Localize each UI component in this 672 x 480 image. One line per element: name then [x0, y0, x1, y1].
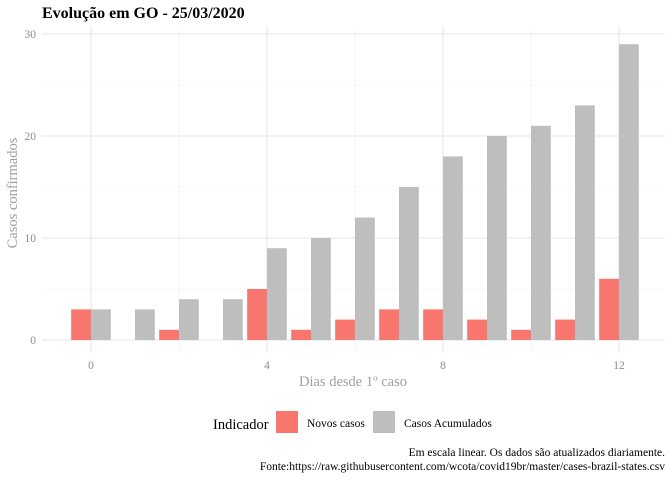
- x-tick-label: 12: [613, 360, 625, 372]
- bar-casos-acumulados: [267, 248, 287, 340]
- bar-casos-acumulados: [135, 309, 155, 340]
- bar-casos-acumulados: [619, 44, 639, 340]
- y-tick-label: 10: [25, 233, 37, 245]
- bar-casos-acumulados: [487, 136, 507, 340]
- legend-title: Indicador: [213, 417, 269, 433]
- bar-casos-acumulados: [399, 187, 419, 340]
- x-axis-ticks: 0 4 8 12: [88, 360, 625, 372]
- legend-swatch-novos-casos: [276, 411, 298, 433]
- y-tick-label: 20: [25, 131, 37, 143]
- bar-novos-casos: [555, 319, 575, 340]
- bar-casos-acumulados: [91, 309, 111, 340]
- bar-novos-casos: [71, 309, 91, 340]
- bar-novos-casos: [335, 319, 355, 340]
- grid: [42, 26, 665, 352]
- bar-novos-casos: [467, 319, 487, 340]
- bar-casos-acumulados: [355, 217, 375, 340]
- bar-casos-acumulados: [223, 299, 243, 340]
- bars: [71, 44, 639, 341]
- y-axis-ticks: 0 10 20 30: [25, 29, 37, 347]
- bar-novos-casos: [291, 329, 311, 340]
- legend: Indicador Novos casos Casos Acumulados: [213, 411, 492, 433]
- y-axis-title: Casos confirmados: [5, 137, 21, 248]
- y-tick-label: 0: [30, 335, 36, 347]
- bar-novos-casos: [599, 278, 619, 340]
- caption-line-2: Fonte:https://raw.githubusercontent.com/…: [260, 461, 665, 473]
- bar-casos-acumulados: [575, 105, 595, 341]
- bar-novos-casos: [379, 309, 399, 340]
- legend-label-casos-acumulados: Casos Acumulados: [404, 418, 492, 430]
- x-axis-title: Dias desde 1º caso: [299, 374, 407, 390]
- x-tick-label: 0: [88, 360, 94, 372]
- bar-casos-acumulados: [443, 156, 463, 340]
- chart-title: Evolução em GO - 25/03/2020: [42, 5, 245, 22]
- bar-novos-casos: [159, 329, 179, 340]
- x-tick-label: 8: [440, 360, 446, 372]
- bar-casos-acumulados: [179, 299, 199, 340]
- y-tick-label: 30: [25, 29, 37, 41]
- bar-novos-casos: [423, 309, 443, 340]
- legend-label-novos-casos: Novos casos: [307, 418, 365, 430]
- bar-casos-acumulados: [311, 238, 331, 340]
- bar-novos-casos: [247, 289, 267, 340]
- legend-swatch-casos-acumulados: [373, 411, 395, 433]
- bar-casos-acumulados: [531, 125, 551, 340]
- x-tick-label: 4: [264, 360, 270, 372]
- bar-novos-casos: [511, 329, 531, 340]
- caption-line-1: Em escala linear. Os dados são atualizad…: [409, 447, 666, 459]
